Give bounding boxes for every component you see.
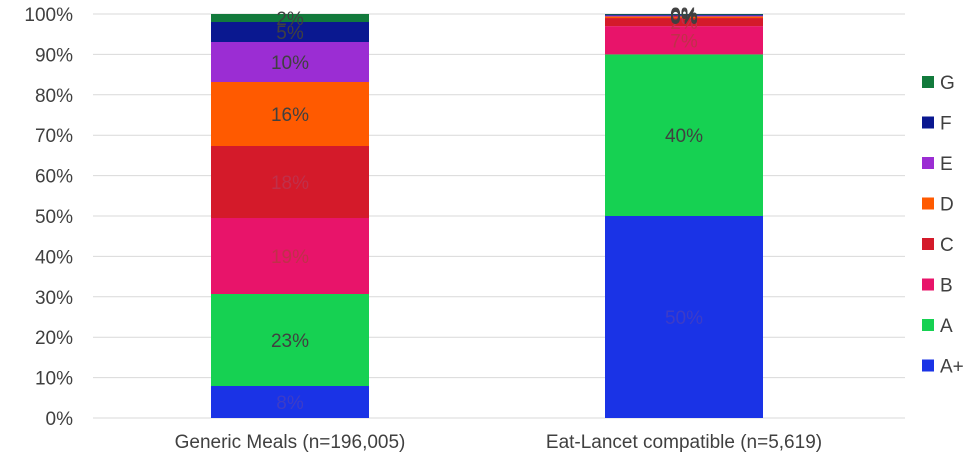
x-category-label: Eat-Lancet compatible (n=5,619) (546, 432, 822, 453)
legend-swatch (922, 238, 934, 250)
bar-segment-c (605, 18, 763, 27)
y-tick-label: 100% (24, 5, 73, 26)
x-axis-category-labels: Generic Meals (n=196,005) Eat-Lancet comp… (175, 432, 822, 453)
data-label: 5% (276, 23, 304, 44)
legend-swatch (922, 157, 934, 169)
bar-segment-a-plus (605, 216, 763, 418)
y-tick-label: 0% (46, 409, 74, 430)
y-tick-label: 10% (35, 369, 73, 390)
legend-label: A (940, 316, 953, 337)
legend-label: D (940, 195, 954, 216)
data-label: 2% (276, 9, 304, 30)
legend-label: F (940, 114, 952, 135)
legend-label: C (940, 235, 954, 256)
bar-segment-d (605, 16, 763, 19)
y-tick-label: 30% (35, 288, 73, 309)
bar-segment-f (211, 22, 369, 42)
y-tick-label: 90% (35, 45, 73, 66)
bars (211, 14, 763, 418)
legend-label: G (940, 73, 955, 94)
bar-segment-c (211, 146, 369, 218)
data-label: 40% (665, 126, 703, 147)
y-tick-label: 20% (35, 328, 73, 349)
data-label: 10% (271, 53, 309, 74)
bar-segment-g (211, 14, 369, 22)
bar-segment-e (605, 15, 763, 17)
y-axis-tick-labels: 0% 10% 20% 30% 40% 50% 60% 70% 80% 90% 100% (24, 5, 73, 430)
legend-label: A+ (940, 357, 964, 378)
data-label: 0% (670, 6, 698, 27)
bar-segment-b (605, 26, 763, 55)
bar-segment-f (605, 14, 763, 16)
y-tick-label: 60% (35, 167, 73, 188)
y-tick-label: 80% (35, 86, 73, 107)
legend-swatch (922, 76, 934, 88)
legend-swatch (922, 359, 934, 372)
data-label: 18% (271, 173, 309, 194)
data-label: 0% (670, 5, 698, 26)
data-label: 0% (670, 7, 698, 28)
x-category-label: Generic Meals (n=196,005) (175, 432, 406, 453)
data-label: 0% (670, 8, 698, 29)
segment-labels: 8%23%19%18%16%10%5%2%50%40%7%2%0%0%0%0% (271, 5, 703, 414)
bar-segment-a (211, 294, 369, 386)
data-label: 19% (271, 247, 309, 268)
legend-swatch (922, 197, 934, 210)
data-label: 2% (670, 13, 698, 34)
bar-segment-a (605, 54, 763, 217)
bar-segment-e (211, 42, 369, 82)
legend-label: B (940, 276, 953, 297)
y-tick-label: 70% (35, 126, 73, 147)
legend-swatch (922, 319, 934, 331)
data-label: 7% (670, 31, 698, 52)
bar-segment-a-plus (211, 386, 369, 418)
y-tick-label: 40% (35, 247, 73, 268)
legend-swatch (922, 116, 934, 129)
bar-segment-b (211, 218, 369, 294)
data-label: 8% (276, 393, 304, 414)
data-label: 50% (665, 308, 703, 329)
legend-swatch (922, 278, 934, 291)
bar-segment-g (605, 14, 763, 15)
bar-segment-d (211, 82, 369, 146)
legend-label: E (940, 154, 953, 175)
data-label: 23% (271, 331, 309, 352)
data-label: 16% (271, 105, 309, 126)
y-tick-label: 50% (35, 207, 73, 228)
